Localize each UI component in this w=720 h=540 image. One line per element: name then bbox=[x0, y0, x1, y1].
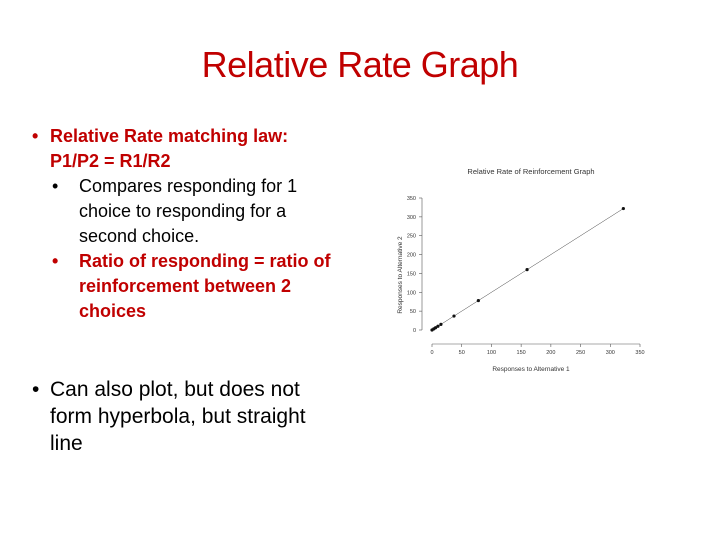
data-point bbox=[525, 268, 529, 272]
data-point bbox=[433, 326, 438, 330]
x-axis-label: Responses to Alternative 1 bbox=[492, 366, 570, 373]
bullet-line: choices bbox=[79, 301, 147, 321]
data-point bbox=[436, 324, 440, 328]
data-point bbox=[452, 314, 456, 318]
y-tick-label: 150 bbox=[407, 271, 416, 277]
bullet-can-also-plot: • Can also plot, but does not form hyperb… bbox=[32, 376, 372, 457]
x-tick-label: 150 bbox=[517, 350, 526, 356]
bullet-line: Compares responding for 1 bbox=[79, 176, 298, 196]
data-point bbox=[621, 206, 625, 211]
bullet-line: Can also plot, but does not bbox=[50, 378, 300, 401]
y-tick-label: 50 bbox=[410, 309, 416, 315]
x-tick-label: 50 bbox=[459, 350, 465, 356]
sub-bullet-compares: • Compares responding for 1 choice to res… bbox=[52, 174, 377, 249]
x-tick-label: 100 bbox=[487, 350, 496, 356]
y-tick-label: 250 bbox=[407, 234, 416, 240]
bullet-icon: • bbox=[52, 176, 59, 196]
bullet-relative-rate: • Relative Rate matching law: P1/P2 = R1/… bbox=[32, 124, 377, 174]
x-tick-label: 350 bbox=[635, 350, 644, 356]
sub-bullet-ratio: • Ratio of responding = ratio of reinforc… bbox=[52, 249, 377, 324]
bullet-line: line bbox=[50, 432, 83, 455]
bullet-icon: • bbox=[32, 126, 39, 146]
bullet-line: Relative Rate matching law: bbox=[50, 126, 289, 146]
bullet-icon: • bbox=[52, 251, 59, 271]
data-point bbox=[439, 322, 443, 326]
bullet-line: P1/P2 = R1/R2 bbox=[50, 151, 171, 171]
bullet-line: second choice. bbox=[79, 226, 200, 246]
y-tick-label: 200 bbox=[407, 253, 416, 259]
chart-marks bbox=[430, 206, 625, 332]
bullet-line: choice to responding for a bbox=[79, 201, 287, 221]
bullet-line: form hyperbola, but straight bbox=[50, 405, 306, 428]
chart-axes: 0 50 100 150 200 250 300 350 0 50 100 150 200 250 300 3… bbox=[407, 196, 645, 356]
bullet-list: • Relative Rate matching law: P1/P2 = R1/… bbox=[32, 124, 377, 324]
y-axis-label: Responses to Alternative 2 bbox=[397, 236, 404, 314]
bullet-line: Ratio of responding = ratio of bbox=[79, 251, 331, 271]
bullet-line: reinforcement between 2 bbox=[79, 276, 292, 296]
y-tick-label: 0 bbox=[413, 328, 416, 334]
y-tick-label: 100 bbox=[407, 290, 416, 296]
relative-rate-chart: Relative Rate of Reinforcement Graph Res… bbox=[397, 167, 645, 373]
data-point bbox=[476, 298, 480, 303]
bullet-icon: • bbox=[32, 378, 40, 401]
x-tick-label: 200 bbox=[546, 350, 555, 356]
y-tick-label: 300 bbox=[407, 215, 416, 221]
x-tick-label: 300 bbox=[606, 350, 615, 356]
x-tick-label: 0 bbox=[430, 350, 433, 356]
chart-title: Relative Rate of Reinforcement Graph bbox=[467, 167, 594, 176]
y-tick-label: 350 bbox=[407, 196, 416, 202]
slide-title: Relative Rate Graph bbox=[201, 44, 519, 85]
x-tick-label: 250 bbox=[576, 350, 585, 356]
